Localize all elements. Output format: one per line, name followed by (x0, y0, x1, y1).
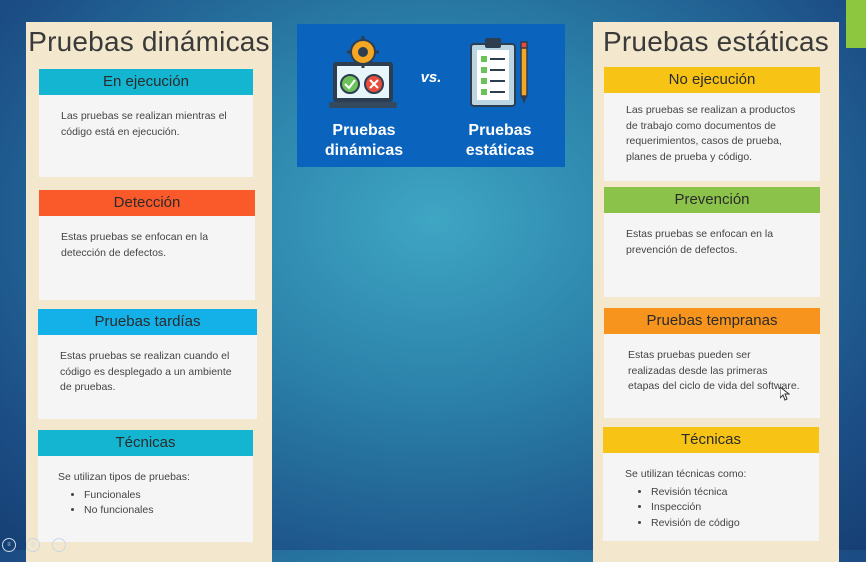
card-head: Detección (39, 190, 255, 216)
comparison-header-box: vs. Pruebas dinámicas Pruebas estáticas (297, 24, 565, 167)
corner-accent (846, 0, 866, 48)
card-body: Estas pruebas pueden ser realizadas desd… (604, 334, 820, 418)
mouse-cursor-icon (780, 387, 790, 401)
card-head: Pruebas tardías (38, 309, 257, 335)
list-item: Funcionales (84, 488, 233, 504)
card-body: Estas pruebas se enfocan en la detección… (39, 216, 255, 300)
card-body: Estas pruebas se realizan cuando el códi… (38, 335, 257, 419)
technique-list: Funcionales No funcionales (58, 488, 233, 519)
card-text: Estas pruebas pueden ser realizadas desd… (628, 349, 800, 392)
card-body: Se utilizan técnicas como: Revisión técn… (603, 453, 819, 541)
card-head: Prevención (604, 187, 820, 213)
card-head: Técnicas (38, 430, 253, 456)
player-controls: ≡ ◎ ··· (0, 536, 80, 552)
card-text: Se utilizan técnicas como: (625, 468, 747, 480)
laptop-gear-icon (329, 36, 397, 108)
card-head: Pruebas tempranas (604, 308, 820, 334)
label-line: estáticas (465, 142, 535, 159)
dynamic-testing-panel: Pruebas dinámicas En ejecución Las prueb… (26, 22, 272, 562)
dynamic-label: Pruebas dinámicas (309, 121, 419, 161)
technique-list: Revisión técnica Inspección Revisión de … (625, 485, 799, 532)
label-line: Pruebas (468, 122, 532, 139)
card-head: En ejecución (39, 69, 253, 95)
vs-label: vs. (420, 69, 442, 86)
card-text: Se utilizan tipos de pruebas: (58, 471, 190, 483)
card-text: Estas pruebas se enfocan en la prevenció… (626, 228, 774, 256)
card-body: Las pruebas se realizan a productos de t… (604, 93, 820, 181)
card-head: No ejecución (604, 67, 820, 93)
list-item: Revisión técnica (651, 485, 799, 501)
dynamic-panel-title: Pruebas dinámicas (28, 26, 270, 57)
card-text: Estas pruebas se realizan cuando el códi… (60, 350, 232, 393)
label-line: dinámicas (324, 142, 404, 159)
card-text: Estas pruebas se enfocan en la detección… (61, 231, 209, 259)
list-item: Inspección (651, 500, 799, 516)
card-text: Las pruebas se realizan a productos de t… (626, 104, 796, 163)
card-body: Estas pruebas se enfocan en la prevenció… (604, 213, 820, 297)
clipboard-checklist-icon (470, 38, 528, 107)
card-body: Las pruebas se realizan mientras el códi… (39, 95, 253, 177)
card-text: Las pruebas se realizan mientras el códi… (61, 110, 227, 138)
static-panel-title: Pruebas estáticas (603, 26, 829, 57)
static-label: Pruebas estáticas (445, 121, 555, 161)
list-item: Revisión de código (651, 516, 799, 532)
card-body: Se utilizan tipos de pruebas: Funcionale… (38, 456, 253, 542)
card-head: Técnicas (603, 427, 819, 453)
static-testing-panel: Pruebas estáticas No ejecución Las prueb… (593, 22, 839, 562)
list-item: No funcionales (84, 503, 233, 519)
label-line: Pruebas (332, 122, 396, 139)
